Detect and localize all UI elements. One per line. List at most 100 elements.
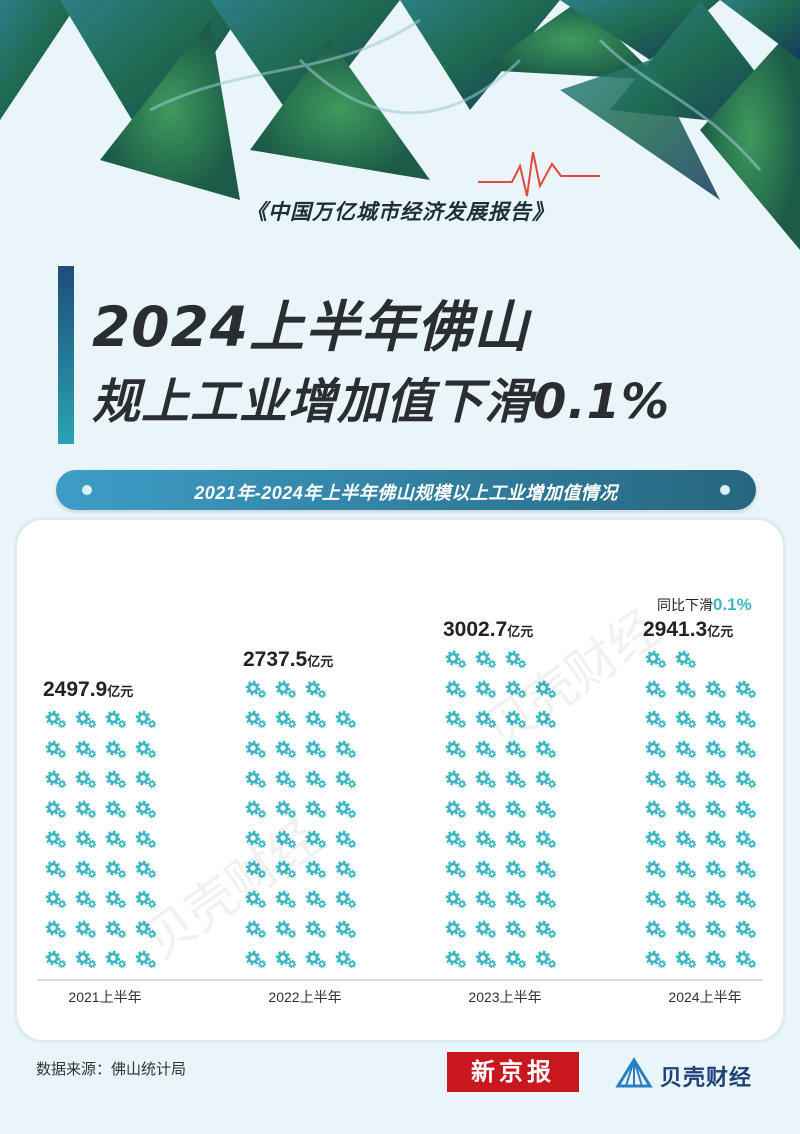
gear-icon bbox=[475, 740, 497, 759]
gear-icon bbox=[735, 740, 757, 759]
hero-banner bbox=[0, 0, 800, 260]
bar-2 bbox=[445, 650, 557, 969]
gear-icon bbox=[445, 800, 467, 819]
gear-icon bbox=[75, 770, 97, 789]
gear-icon bbox=[475, 800, 497, 819]
gear-icon bbox=[475, 830, 497, 849]
gear-icon bbox=[105, 740, 127, 759]
gear-icon bbox=[245, 860, 267, 879]
gear-icon bbox=[645, 920, 667, 939]
tick-label-2: 2023上半年 bbox=[468, 989, 541, 1005]
tick-label-3: 2024上半年 bbox=[668, 989, 741, 1005]
gear-icon bbox=[305, 890, 327, 909]
gear-icon bbox=[645, 860, 667, 879]
gear-icon bbox=[535, 830, 557, 849]
heartbeat-line bbox=[478, 151, 600, 197]
gear-icon bbox=[135, 950, 157, 969]
gear-icon bbox=[105, 860, 127, 879]
gear-icon bbox=[645, 830, 667, 849]
gear-icon bbox=[245, 800, 267, 819]
gear-icon bbox=[135, 710, 157, 729]
gear-icon bbox=[705, 950, 727, 969]
gear-icon bbox=[735, 800, 757, 819]
gear-icon bbox=[735, 830, 757, 849]
gear-icon bbox=[505, 920, 527, 939]
gear-icon bbox=[735, 680, 757, 699]
gear-icon bbox=[675, 740, 697, 759]
gear-icon bbox=[475, 650, 497, 669]
gear-icon bbox=[275, 860, 297, 879]
data-label-0: 2497.9亿元 bbox=[43, 678, 133, 701]
gear-icon bbox=[75, 830, 97, 849]
gear-icon bbox=[505, 950, 527, 969]
chart-card: 2497.9亿元 2021上半年 2737.5亿元 2022上半年 3002.7亿元 20… bbox=[17, 520, 783, 1040]
gear-icon bbox=[275, 920, 297, 939]
gear-icon bbox=[275, 710, 297, 729]
gear-icon bbox=[305, 710, 327, 729]
gear-icon bbox=[535, 860, 557, 879]
gear-icon bbox=[305, 830, 327, 849]
gear-icon bbox=[105, 830, 127, 849]
gear-icon bbox=[505, 710, 527, 729]
gear-icon bbox=[305, 740, 327, 759]
gear-icon bbox=[735, 710, 757, 729]
subtitle-pill: 2021年-2024年上半年佛山规模以上工业增加值情况 bbox=[56, 470, 756, 510]
gear-icon bbox=[645, 740, 667, 759]
gear-icon bbox=[245, 710, 267, 729]
gear-icon bbox=[675, 710, 697, 729]
tick-label-1: 2022上半年 bbox=[268, 989, 341, 1005]
gear-icon bbox=[445, 860, 467, 879]
gear-icon bbox=[705, 680, 727, 699]
gear-icon bbox=[445, 710, 467, 729]
data-label-2: 3002.7亿元 bbox=[443, 618, 533, 641]
gear-icon bbox=[735, 770, 757, 789]
gear-icon bbox=[445, 650, 467, 669]
gear-icon bbox=[275, 680, 297, 699]
gear-icon bbox=[535, 920, 557, 939]
gear-icon bbox=[105, 770, 127, 789]
gear-icon bbox=[45, 830, 67, 849]
gear-icon bbox=[505, 860, 527, 879]
chart-subtitle: 2021年-2024年上半年佛山规模以上工业增加值情况 bbox=[194, 483, 618, 503]
gear-icon bbox=[475, 680, 497, 699]
gear-icon bbox=[245, 950, 267, 969]
gear-icon bbox=[305, 770, 327, 789]
data-label-value: 3002.7 bbox=[443, 618, 507, 641]
page-title-line2: 规上工业增加值下滑0.1% bbox=[92, 374, 671, 430]
shell-icon bbox=[615, 1057, 653, 1088]
gear-icon bbox=[45, 950, 67, 969]
gear-icon bbox=[705, 800, 727, 819]
gear-icon bbox=[535, 680, 557, 699]
gear-icon bbox=[275, 800, 297, 819]
gear-icon bbox=[645, 950, 667, 969]
gear-icon bbox=[705, 920, 727, 939]
gear-icon bbox=[245, 770, 267, 789]
gear-icon bbox=[735, 860, 757, 879]
gear-icon bbox=[335, 830, 357, 849]
gear-icon bbox=[735, 890, 757, 909]
gear-icon bbox=[335, 770, 357, 789]
gear-icon bbox=[535, 770, 557, 789]
gear-icon bbox=[505, 740, 527, 759]
data-label-unit: 亿元 bbox=[507, 624, 533, 639]
gear-icon bbox=[445, 950, 467, 969]
gear-icon bbox=[305, 680, 327, 699]
chart: 2497.9亿元2021上半年2737.5亿元2022上半年3002.7亿元20… bbox=[37, 595, 763, 1005]
xinjingbao-logo: 新京报 bbox=[447, 1052, 579, 1092]
gear-icon bbox=[75, 950, 97, 969]
aerial-triangles bbox=[0, 0, 800, 250]
gear-icon bbox=[45, 770, 67, 789]
gear-icon bbox=[505, 830, 527, 849]
gear-icon bbox=[105, 800, 127, 819]
bar-0 bbox=[45, 710, 157, 969]
data-label-value: 2941.3 bbox=[643, 618, 707, 641]
gear-icon bbox=[535, 710, 557, 729]
gear-icon bbox=[675, 680, 697, 699]
gear-icon bbox=[475, 890, 497, 909]
gear-icon bbox=[645, 770, 667, 789]
gear-icon bbox=[675, 800, 697, 819]
data-label-unit: 亿元 bbox=[307, 654, 333, 669]
gear-icon bbox=[105, 890, 127, 909]
gear-icon bbox=[705, 740, 727, 759]
gear-icon bbox=[705, 770, 727, 789]
